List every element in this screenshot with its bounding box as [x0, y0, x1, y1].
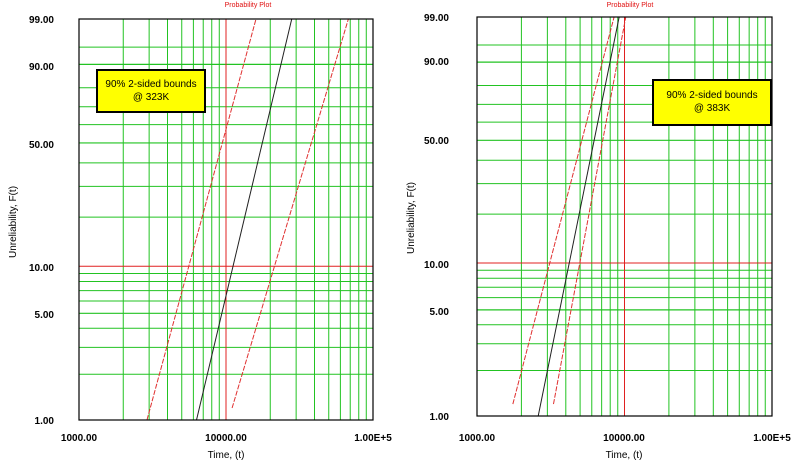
right-y-tick-50: 50.00: [424, 136, 449, 147]
right-data-lines: [512, 16, 627, 417]
left-y-tick-1: 1.00: [35, 416, 55, 427]
right-y-tick-1: 1.00: [430, 412, 450, 423]
left-data-lines: [146, 18, 349, 421]
right-annotation-line-2: @ 383K: [694, 103, 731, 114]
left-y-tick-90: 90.00: [29, 62, 54, 73]
right-plot-frame: [476, 16, 773, 417]
right-y-axis-label: Unreliability, F(t): [406, 182, 417, 254]
left-y-tick-5: 5.00: [35, 310, 55, 321]
left-annotation-line-1: 90% 2-sided bounds: [105, 79, 196, 90]
left-fit-line: [196, 18, 293, 421]
right-x-axis-label: Time, (t): [606, 450, 643, 461]
right-grid: [477, 17, 772, 416]
right-confidence-bound-line: [552, 16, 627, 405]
right-y-tick-10: 10.00: [424, 260, 449, 271]
left-confidence-bound-line: [146, 18, 257, 421]
left-y-tick-99: 99.00: [29, 15, 54, 26]
right-plot-title: Probability Plot: [607, 2, 654, 9]
left-confidence-bound-line: [231, 18, 349, 409]
right-annotation-box: 90% 2-sided bounds @ 383K: [652, 79, 772, 126]
right-x-tick-1000: 1000.00: [459, 433, 496, 444]
left-x-tick-1e5: 1.00E+5: [354, 433, 392, 444]
right-y-tick-5: 5.00: [430, 307, 450, 318]
left-probability-plot: Probability Plot 99.00 90.00 50.00 10.00…: [8, 2, 392, 461]
right-y-tick-90: 90.00: [424, 57, 449, 68]
right-fit-line: [537, 16, 620, 417]
right-x-tick-10000: 10000.00: [603, 433, 645, 444]
left-x-tick-1000: 1000.00: [61, 433, 98, 444]
left-plot-title: Probability Plot: [225, 2, 272, 9]
left-y-axis-label: Unreliability, F(t): [8, 186, 19, 258]
right-annotation-line-1: 90% 2-sided bounds: [666, 90, 757, 101]
left-x-tick-10000: 10000.00: [205, 433, 247, 444]
left-annotation-box: 90% 2-sided bounds @ 323K: [96, 69, 206, 113]
left-plot-frame: [78, 18, 374, 421]
right-confidence-bound-line: [512, 16, 615, 405]
left-annotation-line-2: @ 323K: [133, 92, 170, 103]
left-x-axis-label: Time, (t): [208, 450, 245, 461]
left-y-tick-50: 50.00: [29, 140, 54, 151]
right-probability-plot: Probability Plot 99.00 90.00 50.00 10.00…: [406, 2, 791, 461]
right-y-tick-99: 99.00: [424, 13, 449, 24]
left-y-tick-10: 10.00: [29, 263, 54, 274]
right-x-tick-1e5: 1.00E+5: [753, 433, 791, 444]
